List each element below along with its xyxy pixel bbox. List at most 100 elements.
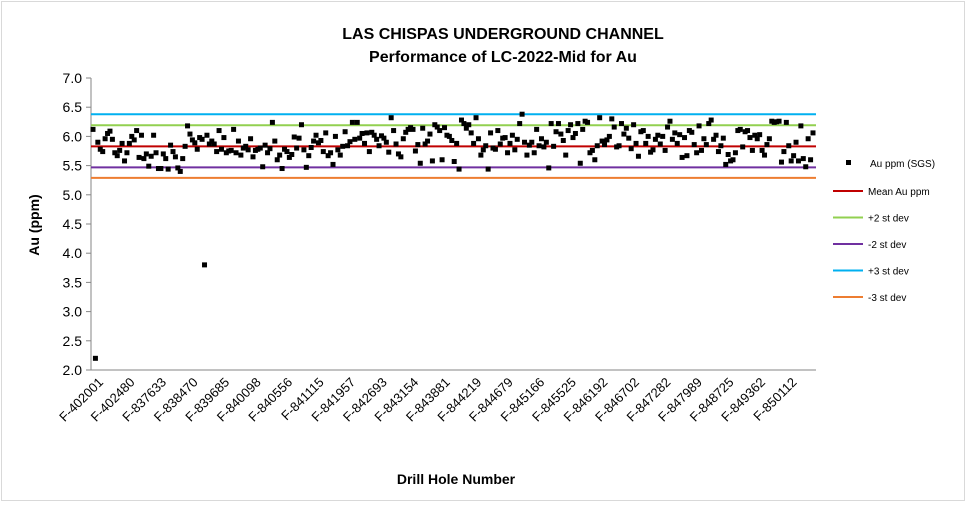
data-point bbox=[606, 133, 612, 139]
data-point bbox=[645, 133, 651, 139]
data-point bbox=[468, 130, 474, 136]
data-point bbox=[502, 135, 508, 141]
data-point bbox=[703, 142, 709, 148]
data-point bbox=[422, 141, 428, 147]
data-point bbox=[153, 150, 159, 156]
data-point bbox=[429, 158, 435, 164]
data-point bbox=[684, 153, 690, 159]
data-point bbox=[701, 136, 707, 142]
y-tick-label: 7.0 bbox=[63, 70, 83, 86]
data-point bbox=[269, 119, 275, 125]
data-point bbox=[749, 147, 755, 153]
data-point bbox=[151, 132, 157, 138]
data-point bbox=[182, 143, 188, 149]
data-point bbox=[725, 152, 731, 158]
data-point bbox=[449, 137, 455, 143]
data-point bbox=[568, 122, 574, 128]
data-point bbox=[286, 154, 292, 160]
data-point bbox=[548, 121, 554, 127]
data-point bbox=[117, 147, 123, 153]
data-point bbox=[90, 126, 96, 132]
data-point bbox=[192, 140, 198, 146]
data-point bbox=[238, 152, 244, 158]
data-point bbox=[512, 147, 518, 153]
data-point bbox=[577, 160, 583, 166]
data-point bbox=[214, 149, 220, 155]
data-point bbox=[296, 135, 302, 141]
y-tick-labels: 2.0 2.5 3.0 3.5 4.0 4.5 5.0 5.5 6.0 6.5 7.0 bbox=[63, 70, 91, 378]
data-point bbox=[458, 117, 464, 123]
data-point bbox=[277, 152, 283, 158]
data-point bbox=[388, 115, 394, 121]
data-point bbox=[602, 142, 608, 148]
data-point bbox=[762, 152, 768, 158]
legend: Au ppm (SGS) Mean Au ppm +2 st dev -2 st de… bbox=[833, 159, 935, 304]
data-point bbox=[471, 140, 477, 146]
y-tick-label: 3.5 bbox=[63, 274, 83, 290]
data-point bbox=[752, 132, 758, 138]
data-point bbox=[691, 142, 697, 148]
data-point bbox=[233, 150, 239, 156]
data-point bbox=[138, 132, 144, 138]
data-point bbox=[335, 147, 341, 153]
data-point bbox=[342, 129, 348, 135]
data-point bbox=[713, 132, 719, 138]
data-point bbox=[340, 143, 346, 149]
data-point bbox=[289, 152, 295, 158]
data-point bbox=[279, 166, 285, 172]
data-point bbox=[136, 154, 142, 160]
data-point bbox=[514, 136, 520, 142]
data-point bbox=[737, 126, 743, 132]
data-point bbox=[228, 147, 234, 153]
data-point bbox=[298, 122, 304, 128]
data-point bbox=[798, 123, 804, 129]
legend-label: -3 st dev bbox=[868, 293, 906, 304]
data-point bbox=[345, 143, 351, 149]
data-point bbox=[711, 136, 717, 142]
data-point bbox=[759, 147, 765, 153]
data-point bbox=[262, 142, 268, 148]
data-point bbox=[129, 133, 135, 139]
data-point bbox=[745, 128, 751, 134]
y-tick-label: 2.0 bbox=[63, 362, 83, 378]
data-point bbox=[366, 149, 372, 155]
data-point bbox=[92, 355, 98, 361]
data-point bbox=[599, 138, 605, 144]
data-point bbox=[417, 160, 423, 166]
data-point bbox=[483, 143, 489, 149]
data-point bbox=[122, 158, 128, 164]
data-points bbox=[90, 111, 816, 361]
data-point bbox=[778, 159, 784, 165]
data-point bbox=[519, 111, 525, 117]
data-point bbox=[708, 117, 714, 123]
data-point bbox=[805, 136, 811, 142]
data-point bbox=[347, 139, 353, 145]
data-point bbox=[766, 136, 772, 142]
chart-title: LAS CHISPAS UNDERGROUND CHANNEL bbox=[342, 26, 664, 43]
data-point bbox=[626, 135, 632, 141]
data-point bbox=[715, 149, 721, 155]
data-point bbox=[272, 138, 278, 144]
data-point bbox=[585, 119, 591, 125]
data-point bbox=[398, 154, 404, 160]
data-point bbox=[332, 133, 338, 139]
data-point bbox=[114, 153, 120, 159]
data-point bbox=[206, 141, 212, 147]
legend-label-series: Au ppm (SGS) bbox=[870, 159, 935, 170]
y-tick-label: 4.0 bbox=[63, 245, 83, 261]
legend-label: -2 st dev bbox=[868, 240, 906, 251]
data-point bbox=[311, 138, 317, 144]
data-point bbox=[723, 161, 729, 167]
data-point bbox=[480, 147, 486, 153]
data-point bbox=[635, 153, 641, 159]
data-point bbox=[231, 126, 237, 132]
data-point bbox=[475, 136, 481, 142]
data-point bbox=[643, 140, 649, 146]
data-point bbox=[788, 158, 794, 164]
data-point bbox=[391, 128, 397, 134]
data-point bbox=[650, 147, 656, 153]
data-point bbox=[667, 118, 673, 124]
data-point bbox=[337, 152, 343, 158]
data-point bbox=[757, 132, 763, 138]
